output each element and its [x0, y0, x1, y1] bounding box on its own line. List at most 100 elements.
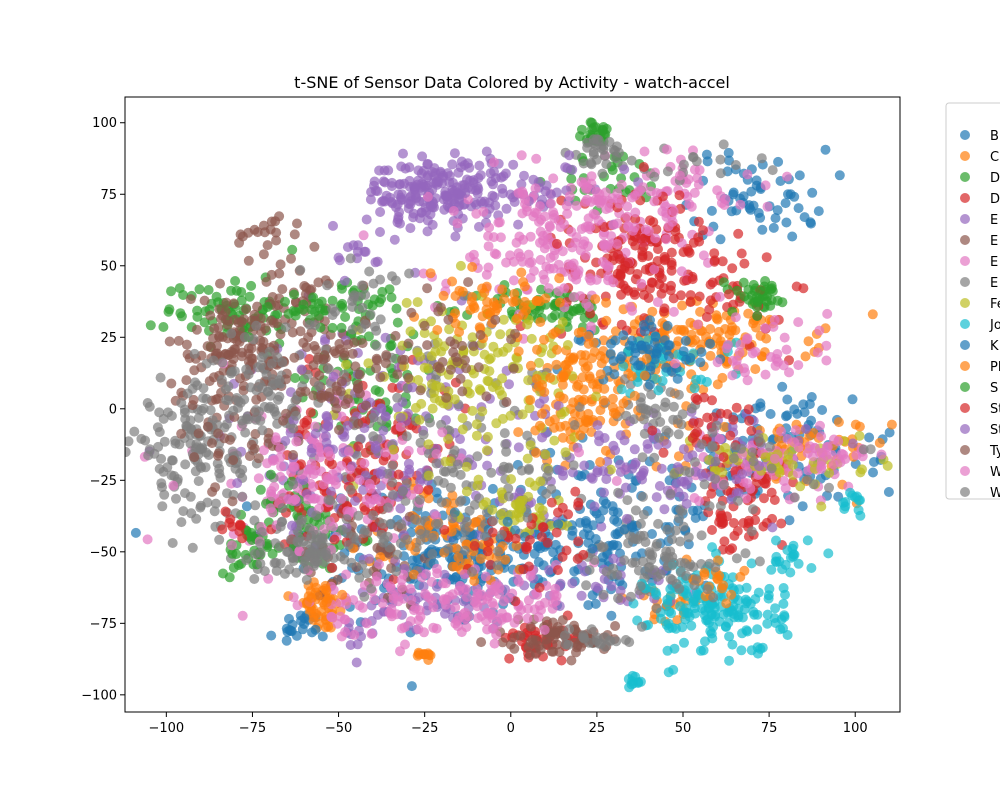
data-point [724, 655, 735, 666]
data-point [592, 420, 603, 431]
data-point [514, 503, 525, 514]
data-point [185, 294, 196, 305]
data-point [526, 333, 537, 344]
data-point [672, 615, 683, 626]
data-point [145, 320, 156, 331]
data-point [530, 648, 541, 659]
data-point [573, 500, 584, 511]
data-point [353, 418, 364, 429]
data-point [230, 276, 241, 286]
data-point [461, 461, 472, 472]
data-point [707, 542, 718, 553]
data-point [778, 360, 789, 371]
data-point [354, 475, 365, 485]
data-point [423, 439, 434, 450]
data-point [610, 326, 621, 337]
data-point [627, 463, 638, 474]
data-point [678, 159, 689, 170]
data-point [800, 351, 811, 362]
data-point [751, 175, 762, 186]
data-point [616, 319, 627, 330]
data-point [282, 494, 293, 505]
data-point [395, 421, 406, 432]
data-point [227, 521, 238, 532]
data-point [639, 326, 650, 337]
data-point [185, 438, 196, 449]
data-point [721, 343, 732, 354]
data-point [454, 327, 465, 337]
data-point [481, 445, 492, 456]
data-point [328, 521, 339, 532]
data-point [573, 327, 584, 338]
data-point [585, 222, 596, 232]
data-point [768, 222, 779, 233]
data-point [743, 308, 754, 319]
data-point [583, 600, 594, 611]
data-point [689, 493, 700, 503]
data-point [608, 539, 619, 550]
data-point [428, 602, 439, 613]
data-point [606, 610, 617, 621]
data-point [503, 593, 514, 604]
data-point [517, 409, 528, 420]
data-point [695, 357, 706, 368]
data-point [537, 432, 548, 443]
data-point [709, 248, 720, 259]
data-point [771, 557, 782, 568]
data-point [305, 407, 316, 418]
data-point [688, 418, 699, 429]
data-point [717, 513, 728, 524]
data-point [712, 357, 723, 368]
data-point [278, 415, 289, 426]
data-point [629, 190, 640, 201]
data-point [375, 372, 386, 383]
data-point [585, 117, 596, 128]
data-point [440, 608, 450, 619]
data-point [864, 432, 875, 443]
data-point [676, 266, 687, 277]
data-point [513, 576, 524, 587]
data-point [413, 484, 424, 495]
data-point [597, 168, 608, 179]
data-point [752, 624, 763, 635]
data-point [566, 173, 577, 184]
data-point [551, 359, 562, 370]
data-point [715, 408, 726, 419]
data-point [253, 453, 264, 464]
data-point [240, 427, 251, 438]
data-point [442, 168, 453, 179]
data-point [425, 417, 435, 428]
data-point [361, 495, 372, 506]
data-point [471, 430, 482, 441]
data-point [536, 284, 547, 295]
data-point [142, 534, 153, 545]
data-point [514, 231, 525, 242]
data-point [562, 208, 573, 219]
data-point [553, 259, 564, 270]
data-point [739, 258, 750, 269]
data-point [368, 431, 379, 442]
data-point [475, 553, 486, 564]
data-point [336, 493, 347, 504]
data-point [629, 390, 640, 401]
data-point [834, 170, 845, 181]
data-point [692, 319, 703, 330]
data-point [163, 306, 174, 317]
data-point [647, 306, 658, 317]
data-point [742, 375, 753, 386]
data-point [586, 321, 596, 332]
data-point [136, 433, 147, 444]
data-point [570, 486, 581, 497]
data-point [743, 518, 754, 529]
data-point [598, 395, 609, 406]
data-point [481, 391, 492, 402]
data-point [717, 256, 728, 267]
data-point [432, 362, 443, 373]
data-point [472, 451, 483, 462]
data-point [336, 631, 347, 642]
data-point [210, 482, 221, 493]
data-point [578, 179, 589, 190]
data-point [386, 611, 397, 622]
data-point [289, 289, 300, 300]
data-point [689, 187, 700, 198]
